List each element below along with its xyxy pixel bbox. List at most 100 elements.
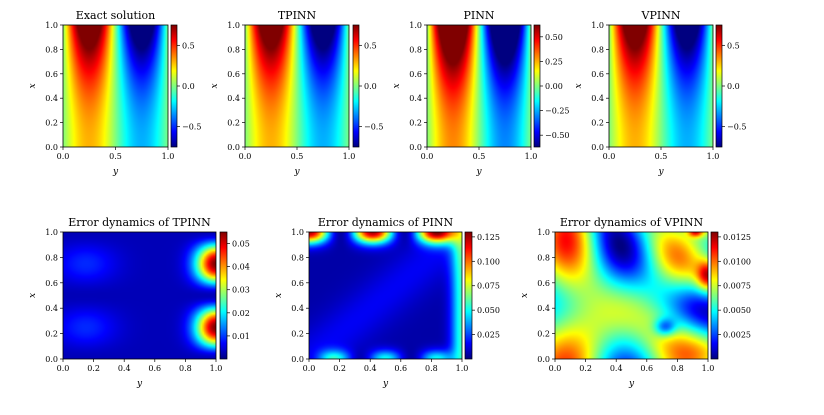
x-tick-label: 0.0 <box>603 152 616 161</box>
x-tick-label: 0.5 <box>473 152 486 161</box>
y-axis-label: x <box>274 293 284 298</box>
y-tick-label: 0.0 <box>591 143 604 152</box>
y-tick-label: 1.0 <box>45 21 58 30</box>
panel-3: PINN 0.0 0.5 1.0 0.0 0.2 0.4 0.6 0.8 1.0 y x 0.50 0.2… <box>392 9 570 177</box>
x-tick-label: 0.0 <box>303 364 316 373</box>
heatmap-image <box>309 232 462 359</box>
x-tick-label: 0.2 <box>579 364 592 373</box>
x-tick-label: 0.6 <box>640 364 653 373</box>
colorbar <box>716 25 722 147</box>
x-tick-label: 0.5 <box>109 152 122 161</box>
x-tick-label: 1.0 <box>456 364 469 373</box>
colorbar-tick-label: 0.0100 <box>723 257 751 266</box>
x-tick-label: 0.0 <box>549 364 562 373</box>
colorbar-tick-label: −0.25 <box>545 107 570 116</box>
y-tick-label: 0.6 <box>291 279 304 288</box>
x-tick-label: 1.0 <box>343 152 356 161</box>
colorbar-tick-label: 0.050 <box>477 306 500 315</box>
colorbar-tick-label: 0.04 <box>232 263 250 272</box>
y-tick-label: 1.0 <box>45 228 58 237</box>
y-tick-label: 0.4 <box>291 304 304 313</box>
x-tick-label: 0.4 <box>118 364 131 373</box>
x-tick-label: 0.6 <box>394 364 407 373</box>
x-tick-label: 1.0 <box>525 152 538 161</box>
colorbar <box>711 232 718 359</box>
colorbar <box>465 232 472 359</box>
y-tick-label: 0.2 <box>591 119 604 128</box>
panel-5: Error dynamics of TPINN 0.0 0.2 0.4 0.6 0.8 1.… <box>28 216 250 389</box>
x-tick-label: 0.8 <box>425 364 438 373</box>
colorbar-tick-label: −0.5 <box>364 123 383 132</box>
heatmap-image <box>427 25 531 147</box>
panel-title: TPINN <box>278 9 317 22</box>
y-tick-label: 0.6 <box>45 279 58 288</box>
y-tick-label: 1.0 <box>591 21 604 30</box>
y-tick-label: 0.0 <box>45 355 58 364</box>
colorbar-tick-label: 0.5 <box>182 41 195 50</box>
colorbar-tick-label: 0.100 <box>477 257 500 266</box>
panel-title: PINN <box>464 9 495 22</box>
y-axis-label: x <box>520 293 530 298</box>
x-tick-label: 0.0 <box>57 152 70 161</box>
x-axis-label: y <box>628 379 635 389</box>
colorbar-tick-label: −0.50 <box>545 131 570 140</box>
x-tick-label: 0.8 <box>671 364 684 373</box>
x-tick-label: 1.0 <box>707 152 720 161</box>
y-tick-label: 0.4 <box>409 94 422 103</box>
y-tick-label: 0.0 <box>227 143 240 152</box>
y-tick-label: 0.4 <box>537 304 550 313</box>
heatmap-image <box>555 232 708 359</box>
y-tick-label: 0.6 <box>227 70 240 79</box>
panel-title: Error dynamics of VPINN <box>560 216 704 229</box>
y-tick-label: 0.8 <box>537 253 550 262</box>
y-tick-label: 0.4 <box>45 94 58 103</box>
colorbar-tick-label: 0.025 <box>477 331 500 340</box>
y-tick-label: 0.2 <box>409 119 422 128</box>
colorbar-tick-label: 0.00 <box>545 82 563 91</box>
colorbar-tick-label: −0.5 <box>182 123 201 132</box>
x-axis-label: y <box>657 167 664 177</box>
x-tick-label: 0.0 <box>421 152 434 161</box>
colorbar <box>220 232 227 359</box>
colorbar-tick-label: 0.01 <box>232 332 250 341</box>
heatmap-image <box>63 232 216 359</box>
x-tick-label: 1.0 <box>162 152 175 161</box>
heatmap-image <box>63 25 168 147</box>
y-tick-label: 0.2 <box>537 330 550 339</box>
x-tick-label: 0.2 <box>333 364 346 373</box>
colorbar-tick-label: 0.03 <box>232 286 250 295</box>
heatmap-image <box>609 25 713 147</box>
y-tick-label: 0.6 <box>591 70 604 79</box>
colorbar-frame <box>710 231 719 360</box>
colorbar <box>171 25 177 147</box>
colorbar-tick-label: 0.0050 <box>723 306 751 315</box>
panel-6: Error dynamics of PINN 0.0 0.2 0.4 0.6 0.8 1.0… <box>274 216 500 389</box>
plot-frame <box>308 231 463 360</box>
y-tick-label: 1.0 <box>227 21 240 30</box>
y-tick-label: 1.0 <box>291 228 304 237</box>
colorbar-tick-label: −0.5 <box>727 123 746 132</box>
y-tick-label: 0.4 <box>45 304 58 313</box>
colorbar-tick-label: 0.0125 <box>723 233 751 242</box>
y-axis-label: x <box>28 83 38 88</box>
y-tick-label: 0.8 <box>291 253 304 262</box>
colorbar <box>534 25 540 147</box>
x-tick-label: 0.5 <box>655 152 668 161</box>
x-tick-label: 0.8 <box>179 364 192 373</box>
colorbar-tick-label: 0.0 <box>182 82 195 91</box>
y-tick-label: 0.2 <box>45 330 58 339</box>
x-axis-label: y <box>475 167 482 177</box>
y-tick-label: 0.4 <box>227 94 240 103</box>
colorbar-tick-label: 0.125 <box>477 233 500 242</box>
x-axis-label: y <box>293 167 300 177</box>
y-tick-label: 0.0 <box>537 355 550 364</box>
y-tick-label: 0.4 <box>591 94 604 103</box>
y-tick-label: 0.6 <box>537 279 550 288</box>
y-tick-label: 0.0 <box>45 143 58 152</box>
colorbar-frame <box>219 231 228 360</box>
colorbar-tick-label: 0.0025 <box>723 331 751 340</box>
panel-1: Exact solution 0.0 0.5 1.0 0.0 0.2 0.4 0.6 0.8 1.… <box>28 9 201 177</box>
x-tick-label: 1.0 <box>702 364 715 373</box>
x-axis-label: y <box>136 379 143 389</box>
